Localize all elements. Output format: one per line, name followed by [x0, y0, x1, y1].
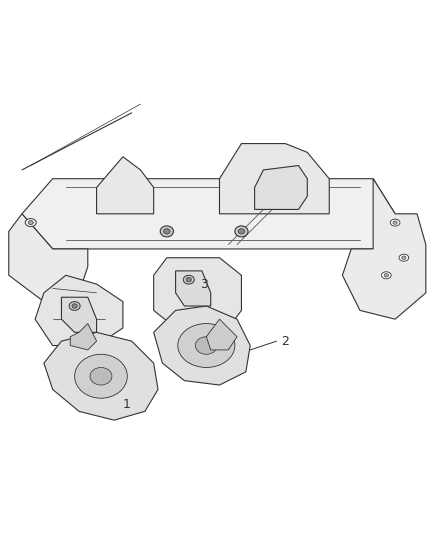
Ellipse shape [389, 219, 399, 226]
Ellipse shape [183, 275, 194, 284]
Ellipse shape [160, 226, 173, 237]
Ellipse shape [401, 256, 405, 260]
Polygon shape [96, 157, 153, 214]
Text: 2: 2 [280, 335, 288, 348]
Text: 1: 1 [123, 398, 131, 411]
Text: 3: 3 [199, 278, 207, 290]
Ellipse shape [398, 254, 408, 261]
Ellipse shape [69, 302, 80, 310]
Ellipse shape [238, 229, 244, 234]
Ellipse shape [186, 278, 191, 282]
Polygon shape [153, 258, 241, 328]
Ellipse shape [381, 272, 390, 279]
Polygon shape [44, 333, 158, 420]
Ellipse shape [392, 221, 396, 224]
Ellipse shape [74, 354, 127, 398]
Polygon shape [22, 179, 394, 249]
Polygon shape [342, 179, 425, 319]
Ellipse shape [234, 226, 247, 237]
Polygon shape [219, 143, 328, 214]
Ellipse shape [72, 304, 77, 308]
Ellipse shape [177, 324, 234, 367]
Ellipse shape [90, 367, 112, 385]
Ellipse shape [383, 273, 388, 277]
Ellipse shape [25, 219, 36, 227]
Polygon shape [9, 214, 88, 302]
Polygon shape [70, 324, 96, 350]
Ellipse shape [195, 337, 217, 354]
Polygon shape [61, 297, 96, 333]
Polygon shape [153, 306, 250, 385]
Polygon shape [254, 166, 307, 209]
Polygon shape [175, 271, 210, 306]
Polygon shape [206, 319, 237, 350]
Ellipse shape [28, 221, 33, 224]
Ellipse shape [163, 229, 170, 234]
Polygon shape [35, 275, 123, 345]
